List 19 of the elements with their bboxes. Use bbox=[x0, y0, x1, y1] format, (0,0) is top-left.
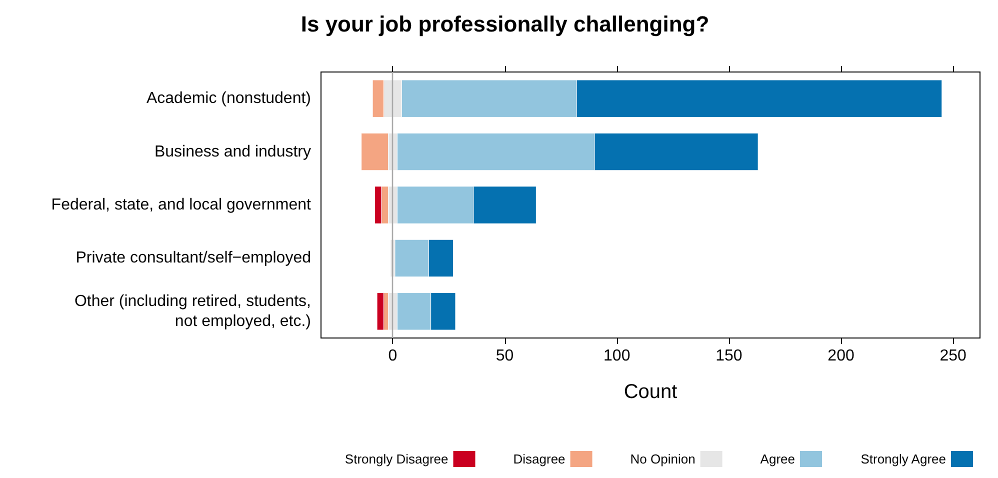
x-tick-label: 0 bbox=[388, 348, 398, 364]
legend-label: Disagree bbox=[513, 452, 566, 466]
legend-label: Strongly Agree bbox=[860, 452, 946, 466]
y-tick-label: Business and industry bbox=[154, 143, 311, 160]
legend-label: Strongly Disagree bbox=[344, 452, 448, 466]
x-tick-label: 100 bbox=[604, 348, 630, 364]
x-tick-label: 150 bbox=[716, 348, 742, 364]
bar bbox=[376, 292, 384, 330]
chart-title: Is your job professionally challenging? bbox=[300, 12, 710, 36]
y-tick-label: Other (including retired, students, not employed, etc.) bbox=[74, 292, 311, 330]
legend-label: No Opinion bbox=[630, 452, 696, 466]
y-tick-label: Academic (nonstudent) bbox=[146, 90, 311, 108]
x-tick-label: 200 bbox=[828, 348, 854, 364]
legend-label: Agree bbox=[760, 452, 796, 466]
x-axis-title: Count bbox=[624, 381, 678, 403]
x-tick-label: 50 bbox=[496, 348, 514, 364]
y-tick-label: Federal, state, and local government bbox=[51, 196, 312, 214]
y-tick-label: Private consultant/self−employed bbox=[76, 250, 311, 267]
x-tick-label: 250 bbox=[940, 348, 967, 364]
